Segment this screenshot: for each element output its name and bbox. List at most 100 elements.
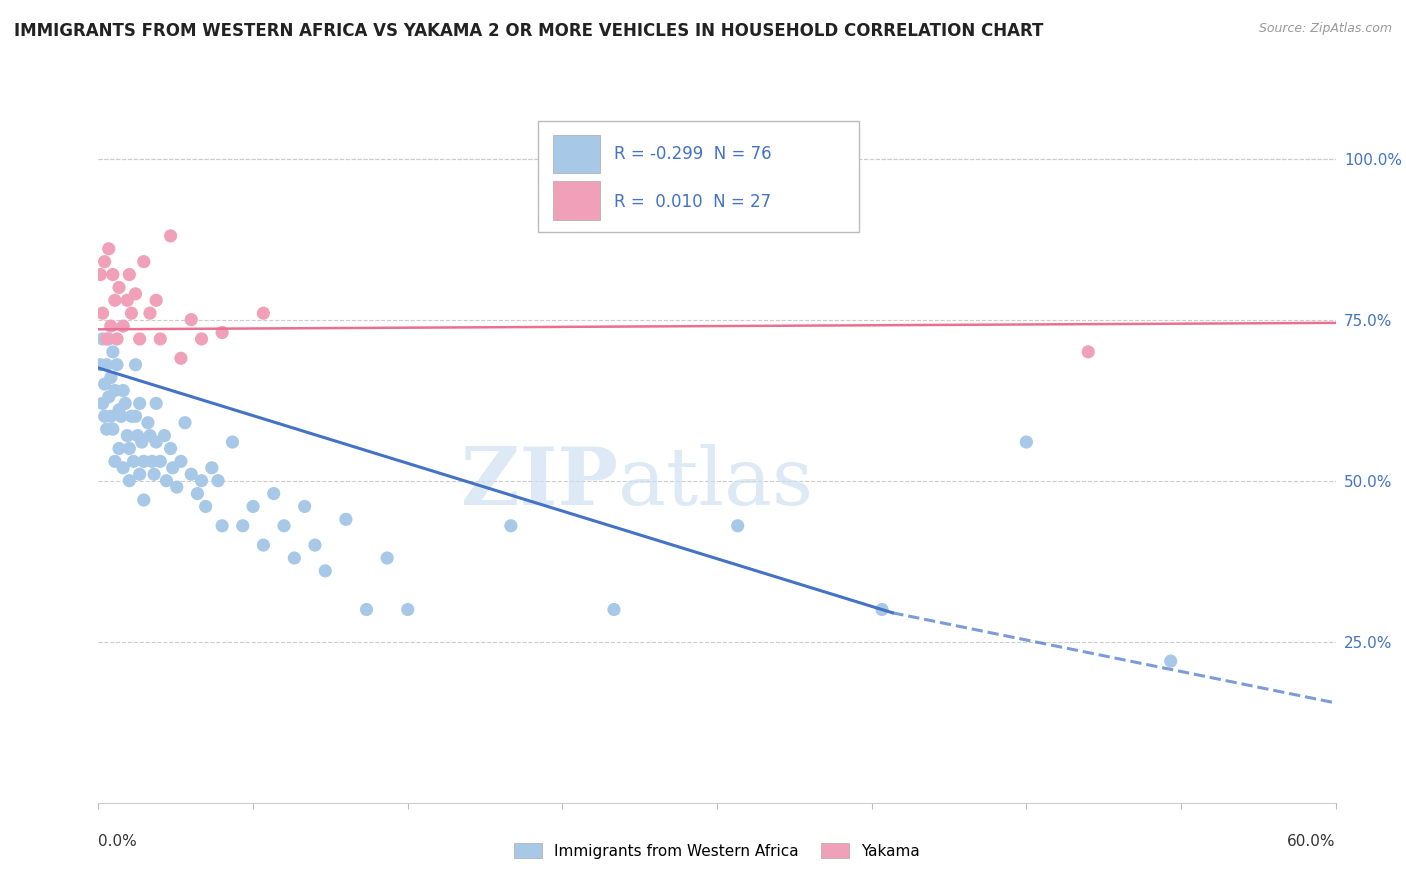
Point (93, 254, 115, 268)
Point (100, 319, 122, 334)
Point (201, 460, 224, 475)
Point (139, 306, 162, 320)
Point (252, 538, 274, 552)
Text: R =  0.010  N = 27: R = 0.010 N = 27 (614, 193, 772, 211)
Point (120, 409, 142, 424)
Point (101, 344, 124, 359)
Point (145, 435, 167, 450)
Point (128, 467, 150, 482)
Point (252, 306, 274, 320)
Point (131, 435, 153, 450)
Point (117, 428, 139, 442)
Point (207, 474, 229, 488)
Point (1015, 435, 1038, 450)
FancyBboxPatch shape (553, 181, 599, 219)
Point (91, 306, 114, 320)
Point (356, 602, 378, 616)
Point (100, 370, 122, 384)
Point (112, 384, 135, 398)
Point (108, 442, 131, 456)
Point (499, 518, 522, 533)
Text: 0.0%: 0.0% (98, 834, 138, 849)
Point (273, 518, 295, 533)
Point (104, 454, 127, 468)
Point (186, 486, 208, 500)
Point (120, 306, 142, 320)
Point (101, 422, 124, 436)
Point (211, 518, 233, 533)
Point (118, 268, 141, 282)
Point (112, 460, 135, 475)
Point (108, 402, 131, 417)
Point (110, 409, 132, 424)
Point (97, 242, 120, 256)
Point (141, 454, 163, 468)
Point (93, 409, 115, 424)
Point (96, 358, 118, 372)
Point (221, 435, 243, 450)
Point (159, 442, 181, 456)
Point (145, 293, 167, 308)
Point (127, 428, 149, 442)
Point (128, 396, 150, 410)
Point (139, 428, 162, 442)
Point (190, 332, 212, 346)
Text: ZIP: ZIP (461, 443, 619, 522)
Point (124, 358, 146, 372)
Point (132, 254, 155, 268)
Point (375, 551, 398, 566)
Point (118, 442, 141, 456)
Point (159, 228, 181, 243)
Point (283, 551, 305, 566)
Point (118, 474, 141, 488)
Legend: Immigrants from Western Africa, Yakama: Immigrants from Western Africa, Yakama (508, 837, 927, 864)
Point (304, 538, 326, 552)
Point (143, 467, 166, 482)
Point (101, 268, 124, 282)
Text: atlas: atlas (619, 443, 813, 522)
Point (162, 460, 184, 475)
Point (112, 319, 135, 334)
Text: IMMIGRANTS FROM WESTERN AFRICA VS YAKAMA 2 OR MORE VEHICLES IN HOUSEHOLD CORRELA: IMMIGRANTS FROM WESTERN AFRICA VS YAKAMA… (14, 22, 1043, 40)
Point (727, 518, 749, 533)
Point (108, 280, 131, 294)
Text: 60.0%: 60.0% (1288, 834, 1336, 849)
Point (122, 454, 145, 468)
Point (89, 358, 111, 372)
Point (603, 602, 626, 616)
Point (153, 428, 176, 442)
Point (132, 454, 155, 468)
Point (132, 493, 155, 508)
Point (91, 332, 114, 346)
Point (335, 512, 357, 526)
Point (166, 480, 188, 494)
Point (105, 358, 128, 372)
Point (104, 384, 127, 398)
Point (174, 416, 197, 430)
Point (1160, 654, 1182, 668)
Text: Source: ZipAtlas.com: Source: ZipAtlas.com (1258, 22, 1392, 36)
Point (180, 312, 202, 326)
Text: R = -0.299  N = 76: R = -0.299 N = 76 (614, 145, 772, 163)
FancyBboxPatch shape (537, 121, 859, 232)
Point (149, 454, 172, 468)
Point (155, 474, 177, 488)
Point (170, 454, 193, 468)
Point (294, 500, 316, 514)
Point (124, 286, 146, 301)
Point (145, 396, 167, 410)
Point (93, 377, 115, 392)
Point (114, 396, 136, 410)
Point (97, 332, 120, 346)
Point (211, 326, 233, 340)
Point (263, 486, 285, 500)
Point (124, 409, 146, 424)
FancyBboxPatch shape (553, 135, 599, 173)
Point (117, 293, 139, 308)
Point (232, 518, 254, 533)
Point (180, 467, 202, 482)
Point (128, 332, 150, 346)
Point (170, 351, 193, 366)
Point (105, 332, 128, 346)
Point (104, 293, 127, 308)
